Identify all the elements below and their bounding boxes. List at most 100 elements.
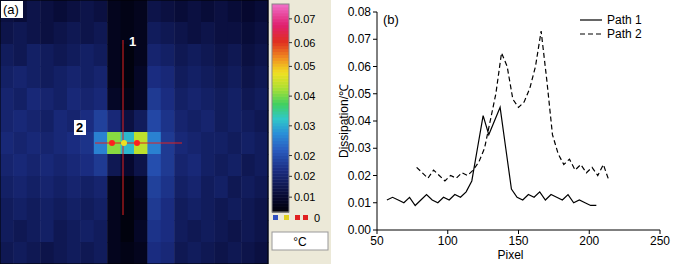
y-tick	[373, 121, 377, 122]
colorbar-strip	[272, 52, 289, 55]
y-tick	[373, 39, 377, 40]
heat-cell	[174, 0, 188, 23]
heat-cell	[161, 44, 175, 67]
y-tick-label: 0.04	[348, 114, 372, 128]
heat-cell	[13, 154, 27, 177]
heat-cell	[94, 110, 108, 133]
heat-cell	[107, 66, 121, 89]
series-group	[387, 31, 609, 205]
label-bg	[74, 120, 86, 135]
heat-cell	[80, 176, 94, 199]
colorbar-strip	[272, 75, 289, 78]
heat-cell	[27, 110, 41, 133]
heat-cell	[134, 198, 148, 221]
y-axis	[377, 12, 378, 230]
colorbar-strip	[272, 138, 289, 141]
heat-cell	[27, 22, 41, 45]
label-bg	[1, 1, 23, 18]
colorbar-strip	[272, 147, 289, 150]
heat-cell	[188, 66, 202, 89]
colorbar-strip	[272, 156, 289, 159]
heat-cell	[94, 22, 108, 45]
y-tick-label: 0.03	[348, 141, 372, 155]
heat-cell	[67, 66, 81, 89]
unit-label: °C	[293, 235, 307, 249]
heat-cell	[201, 154, 215, 177]
colorbar-strip	[272, 200, 289, 203]
heat-cell	[255, 198, 269, 221]
colorbar-strip	[272, 13, 289, 16]
heat-cell	[214, 220, 228, 243]
path-point	[134, 140, 140, 146]
colorbar-strip	[272, 7, 289, 10]
heat-cell	[214, 198, 228, 221]
unit-box	[272, 232, 328, 250]
x-tick-label: 150	[508, 234, 528, 248]
heat-cell	[228, 22, 242, 45]
heat-cell	[40, 88, 54, 111]
colorbar-strip	[272, 179, 289, 182]
legend-label: Path 2	[607, 27, 642, 41]
heat-cell	[201, 220, 215, 243]
heat-cell	[134, 110, 148, 133]
heat-cell	[255, 44, 269, 67]
heat-cell	[40, 22, 54, 45]
heat-cell	[228, 220, 242, 243]
heat-cell	[134, 242, 148, 264]
heat-cell	[54, 44, 68, 67]
series-line	[387, 107, 596, 205]
heat-cell	[13, 220, 27, 243]
heat-cell	[54, 220, 68, 243]
heat-cell	[13, 66, 27, 89]
heat-cell	[67, 0, 81, 23]
heat-cell	[161, 110, 175, 133]
heat-cell	[255, 110, 269, 133]
heat-cell	[255, 0, 269, 23]
legend-swatch	[580, 33, 602, 34]
y-axis-title: Dissipation/℃	[337, 84, 351, 158]
heat-cell	[161, 220, 175, 243]
heat-cell	[80, 44, 94, 67]
heat-cell	[80, 242, 94, 264]
colorbar-label: 0.07	[294, 13, 315, 25]
heat-cell	[201, 88, 215, 111]
y-tick-label: 0.08	[348, 5, 372, 19]
heat-cell	[67, 132, 81, 155]
heat-cell	[241, 110, 255, 133]
colorbar-strip	[272, 111, 289, 114]
heat-cell	[27, 44, 41, 67]
colorbar-strip	[272, 185, 289, 188]
heat-cell	[147, 154, 161, 177]
colorbar-strip	[272, 132, 289, 135]
heat-cell	[0, 88, 14, 111]
heat-cell	[54, 198, 68, 221]
heat-cell	[147, 176, 161, 199]
heat-cell	[27, 0, 41, 23]
heat-cell	[241, 154, 255, 177]
colorbar-strip	[272, 176, 289, 179]
colorbar-panel	[269, 0, 331, 264]
heat-cell	[147, 220, 161, 243]
heat-cell	[188, 44, 202, 67]
heat-cell	[161, 242, 175, 264]
heat-cell	[80, 198, 94, 221]
legend: Path 1Path 2	[580, 13, 642, 41]
heat-cell	[13, 198, 27, 221]
heat-cell	[147, 22, 161, 45]
heat-cell	[40, 242, 54, 264]
heat-cell	[214, 22, 228, 45]
x-axis	[377, 230, 660, 231]
y-tick	[373, 148, 377, 149]
y-tick-label: 0.07	[348, 32, 372, 46]
heat-cell	[54, 66, 68, 89]
colorbar-strip	[272, 90, 289, 93]
heat-cell	[94, 66, 108, 89]
heat-cell	[241, 242, 255, 264]
heat-cell	[174, 66, 188, 89]
colorbar-frame	[272, 4, 289, 212]
colorbar-strip	[272, 34, 289, 37]
heat-cell	[107, 220, 121, 243]
colorbar-tick	[289, 66, 292, 67]
heat-cell	[54, 242, 68, 264]
colorbar-strip	[272, 49, 289, 52]
